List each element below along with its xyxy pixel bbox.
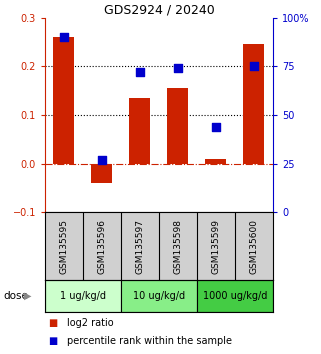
Bar — [91, 164, 112, 183]
Text: 10 ug/kg/d: 10 ug/kg/d — [133, 291, 185, 301]
Text: GSM135598: GSM135598 — [173, 218, 182, 274]
Text: GSM135597: GSM135597 — [135, 218, 144, 274]
Bar — [129, 98, 150, 164]
Text: ■: ■ — [48, 318, 57, 329]
Bar — [205, 159, 226, 164]
Text: GSM135596: GSM135596 — [97, 218, 107, 274]
Text: ■: ■ — [48, 336, 57, 346]
Point — [251, 63, 256, 69]
Bar — [197, 280, 273, 312]
Text: GSM135600: GSM135600 — [249, 218, 258, 274]
Text: GSM135595: GSM135595 — [59, 218, 68, 274]
Text: 1000 ug/kg/d: 1000 ug/kg/d — [203, 291, 267, 301]
Text: percentile rank within the sample: percentile rank within the sample — [67, 336, 232, 346]
Bar — [45, 280, 121, 312]
Text: ▶: ▶ — [24, 291, 31, 301]
Point — [213, 124, 218, 130]
Point — [175, 65, 180, 71]
Bar — [168, 88, 188, 164]
Point — [137, 69, 143, 75]
Text: dose: dose — [3, 291, 28, 301]
Bar — [243, 45, 264, 164]
Point — [99, 157, 104, 163]
Point — [61, 34, 66, 40]
Bar — [54, 37, 74, 164]
Text: GSM135599: GSM135599 — [211, 218, 221, 274]
Bar — [121, 280, 197, 312]
Text: 1 ug/kg/d: 1 ug/kg/d — [60, 291, 106, 301]
Title: GDS2924 / 20240: GDS2924 / 20240 — [103, 4, 214, 17]
Text: log2 ratio: log2 ratio — [67, 318, 114, 329]
